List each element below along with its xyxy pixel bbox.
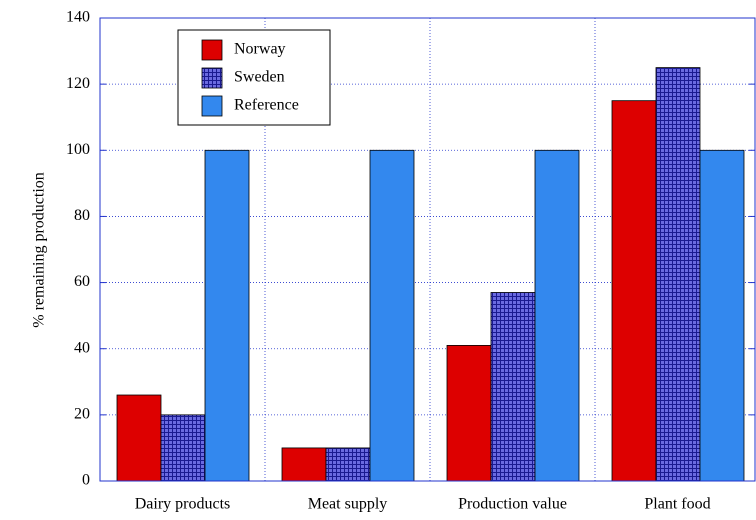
bar — [369, 149, 415, 482]
x-tick-label: Plant food — [644, 496, 710, 513]
bar — [611, 100, 657, 482]
y-tick-label: 20 — [74, 406, 90, 423]
bar — [160, 414, 206, 482]
bar — [325, 447, 371, 482]
bar — [655, 67, 701, 482]
y-tick-label: 40 — [74, 339, 90, 356]
bar — [534, 149, 580, 482]
legend-swatch — [201, 67, 223, 89]
plot-frame — [99, 17, 756, 482]
legend-label: Sweden — [234, 69, 285, 86]
y-tick-label: 100 — [66, 141, 90, 158]
x-tick-label: Meat supply — [308, 496, 388, 513]
x-tick-label: Production value — [458, 496, 567, 513]
bar — [204, 149, 250, 482]
bar — [446, 345, 492, 482]
legend-label: Reference — [234, 97, 299, 114]
y-tick-label: 0 — [82, 472, 90, 489]
bar — [490, 292, 536, 482]
y-tick-label: 80 — [74, 207, 90, 224]
y-tick-label: 60 — [74, 273, 90, 290]
bar — [699, 149, 745, 482]
legend-swatch — [201, 95, 223, 117]
legend-swatch — [201, 39, 223, 61]
y-axis-label: % remaining production — [31, 172, 48, 328]
bar — [116, 394, 162, 482]
x-tick-label: Dairy products — [135, 496, 231, 513]
bar — [281, 447, 327, 482]
legend-label: Norway — [234, 41, 286, 58]
y-tick-label: 140 — [66, 9, 90, 26]
y-tick-label: 120 — [66, 75, 90, 92]
